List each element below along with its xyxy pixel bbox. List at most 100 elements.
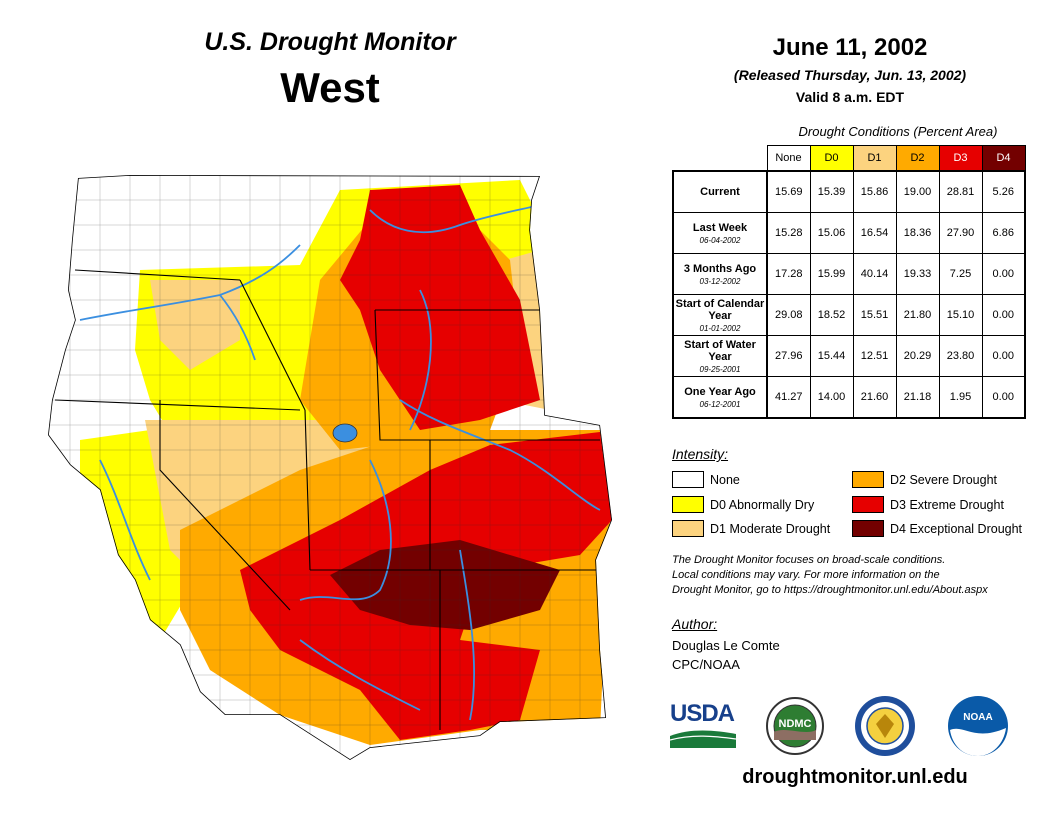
valid-time: Valid 8 a.m. EDT — [795, 89, 905, 105]
state-border — [54, 399, 301, 411]
legend-swatch — [672, 471, 704, 488]
river — [99, 459, 151, 581]
table-cell: 23.80 — [938, 335, 983, 377]
table-cell: 1.95 — [938, 376, 983, 419]
table-cell: 20.29 — [895, 335, 940, 377]
table-cell: 21.80 — [895, 294, 940, 336]
table-row: 3 Months Ago 03-12-2002 17.28 15.99 40.14… — [672, 253, 1026, 295]
header-d2: D2 — [895, 145, 940, 172]
table-cell: 15.10 — [938, 294, 983, 336]
river — [409, 289, 432, 431]
d4-region — [330, 540, 560, 630]
usda-swoosh-icon — [669, 730, 737, 748]
table-cell: 29.08 — [766, 294, 811, 336]
state-border — [304, 409, 311, 571]
table-cell: 0.00 — [981, 294, 1026, 336]
table-cell: 15.44 — [809, 335, 854, 377]
table-corner — [673, 146, 767, 172]
commerce-seal-icon — [855, 696, 915, 756]
header-d0: D0 — [809, 145, 854, 172]
author-org: CPC/NOAA — [672, 657, 740, 672]
table-cell: 18.52 — [809, 294, 854, 336]
header-d3: D3 — [938, 145, 983, 172]
legend-item-d1: D1 Moderate Drought — [672, 520, 830, 537]
river — [299, 639, 421, 711]
disclaimer-note: The Drought Monitor focuses on broad-sca… — [672, 554, 988, 596]
lake — [332, 423, 358, 443]
river — [299, 459, 392, 601]
legend-label: D4 Exceptional Drought — [890, 521, 1023, 536]
map-date: June 11, 2002 — [772, 34, 928, 61]
table-cell: 16.54 — [852, 212, 897, 254]
noaa-logo: NOAA — [948, 696, 1008, 756]
table-cell: 21.60 — [852, 376, 897, 419]
legend-title: Intensity: — [672, 446, 729, 462]
table-cell: 15.99 — [809, 253, 854, 295]
river — [369, 204, 541, 234]
state-border — [159, 400, 291, 611]
legend-swatch — [672, 496, 704, 513]
river — [459, 549, 476, 721]
table-cell: 15.86 — [852, 170, 897, 213]
table-cell: 0.00 — [981, 335, 1026, 377]
table-row: One Year Ago 06-12-2001 41.27 14.00 21.60… — [672, 376, 1026, 419]
map-title: U.S. Drought Monitor — [204, 28, 456, 56]
table-row: Start of Water Year 09-25-2001 27.96 15.4… — [672, 335, 1026, 377]
river — [79, 244, 301, 321]
header-d4: D4 — [981, 145, 1026, 172]
table-cell: 15.28 — [766, 212, 811, 254]
state-border — [374, 309, 431, 570]
river — [399, 399, 601, 511]
table-cell: 15.06 — [809, 212, 854, 254]
legend-item-d2: D2 Severe Drought — [852, 471, 997, 488]
legend-swatch — [672, 520, 704, 537]
table-cell: 19.33 — [895, 253, 940, 295]
table-row: Start of Calendar Year 01-01-2002 29.08 1… — [672, 294, 1026, 336]
legend-item-d4: D4 Exceptional Drought — [852, 520, 1022, 537]
legend-label: D2 Severe Drought — [890, 472, 998, 487]
state-border — [239, 279, 306, 411]
drought-stats-table: None D0 D1 D2 D3 D4 Current 15.69 15.39 … — [672, 145, 1026, 419]
table-cell: 7.25 — [938, 253, 983, 295]
table-cell: 27.90 — [938, 212, 983, 254]
table-cell: 21.18 — [895, 376, 940, 419]
table-cell: 15.39 — [809, 170, 854, 213]
author-name: Douglas Le Comte — [672, 638, 780, 653]
row-label: 3 Months Ago 03-12-2002 — [672, 253, 768, 295]
table-cell: 0.00 — [981, 376, 1026, 419]
row-label: Start of Water Year 09-25-2001 — [672, 335, 768, 377]
header-d1: D1 — [852, 145, 897, 172]
legend-swatch — [852, 520, 884, 537]
legend-item-d3: D3 Extreme Drought — [852, 496, 1004, 513]
row-label: Current — [672, 170, 768, 213]
row-label: Last Week 06-04-2002 — [672, 212, 768, 254]
table-cell: 28.81 — [938, 170, 983, 213]
release-date: (Released Thursday, Jun. 13, 2002) — [733, 67, 967, 83]
website-link[interactable]: droughtmonitor.unl.edu — [742, 766, 968, 788]
legend-item-none: None — [672, 471, 740, 488]
river — [219, 294, 256, 361]
legend-label: None — [710, 472, 740, 487]
legend-swatch — [852, 496, 884, 513]
legend-item-d0: D0 Abnormally Dry — [672, 496, 814, 513]
row-label: Start of Calendar Year 01-01-2002 — [672, 294, 768, 336]
svg-text:NDMC: NDMC — [779, 718, 812, 730]
legend-label: D3 Extreme Drought — [890, 497, 1004, 512]
ndmc-logo: NDMC — [766, 697, 824, 755]
table-cell: 15.69 — [766, 170, 811, 213]
state-border — [74, 269, 241, 281]
table-cell: 0.00 — [981, 253, 1026, 295]
table-cell: 19.00 — [895, 170, 940, 213]
table-cell: 5.26 — [981, 170, 1026, 213]
table-row: Current 15.69 15.39 15.86 19.00 28.81 5.… — [672, 170, 1026, 213]
table-cell: 14.00 — [809, 376, 854, 419]
table-caption: Drought Conditions (Percent Area) — [798, 124, 998, 139]
header-none: None — [766, 145, 811, 172]
table-cell: 41.27 — [766, 376, 811, 419]
svg-text:NOAA: NOAA — [963, 712, 992, 723]
author-label: Author: — [672, 616, 718, 632]
usda-logo: USDA — [669, 700, 738, 750]
legend-label: D1 Moderate Drought — [710, 521, 831, 536]
table-row: Last Week 06-04-2002 15.28 15.06 16.54 18… — [672, 212, 1026, 254]
table-cell: 27.96 — [766, 335, 811, 377]
